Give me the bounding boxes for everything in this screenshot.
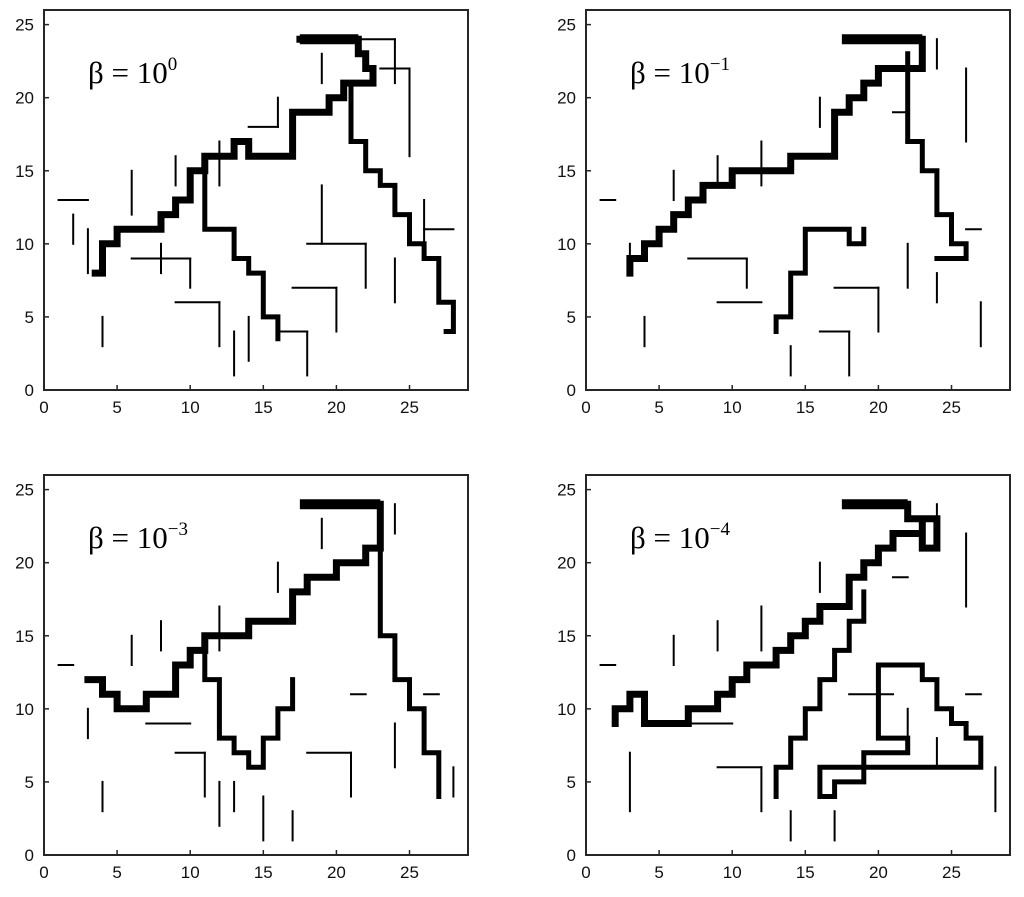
x-tick-label: 25 xyxy=(942,863,961,882)
y-tick-label: 20 xyxy=(557,89,576,108)
panel-label-base: β = 10 xyxy=(630,55,710,90)
branch-path xyxy=(905,51,969,261)
x-tick-label: 15 xyxy=(796,863,815,882)
x-tick-label: 5 xyxy=(112,863,121,882)
branch-path-2 xyxy=(202,168,281,342)
panel-label-base: β = 10 xyxy=(88,520,168,555)
y-tick-label: 15 xyxy=(15,162,34,181)
y-tick-label: 20 xyxy=(557,554,576,573)
x-tick-label: 5 xyxy=(654,863,663,882)
x-tick-label: 20 xyxy=(327,398,346,417)
panel-beta-1e-4: 0 5 10 15 20 25 0 5 10 15 20 25 β = 10−4 xyxy=(557,474,1011,882)
x-tick-label: 0 xyxy=(581,398,590,417)
y-tick-label: 25 xyxy=(557,16,576,35)
x-tick-label: 10 xyxy=(723,863,742,882)
y-tick-label: 10 xyxy=(557,235,576,254)
x-tick-label: 15 xyxy=(254,863,273,882)
x-tick-label: 25 xyxy=(400,863,419,882)
y-tick-label: 20 xyxy=(15,89,34,108)
x-tick-label: 10 xyxy=(723,398,742,417)
x-tick-label: 25 xyxy=(942,398,961,417)
branch-path-2 xyxy=(202,647,296,770)
y-tick-label: 25 xyxy=(557,481,576,500)
x-tick-label: 5 xyxy=(654,398,663,417)
panel-label-exponent: −4 xyxy=(710,519,731,540)
y-tick-label: 20 xyxy=(15,554,34,573)
main-path xyxy=(84,500,384,713)
main-path xyxy=(611,500,941,727)
y-tick-label: 15 xyxy=(557,162,576,181)
branch-path xyxy=(377,545,442,799)
y-tick-label: 10 xyxy=(15,235,34,254)
panel-label: β = 100 xyxy=(88,54,177,90)
panel-label-exponent: −1 xyxy=(710,54,730,75)
panel-label: β = 10−4 xyxy=(630,519,730,555)
branch-path-2 xyxy=(817,662,984,799)
panel-label-exponent: −3 xyxy=(168,519,188,540)
x-tick-label: 15 xyxy=(254,398,273,417)
y-tick-label: 5 xyxy=(25,773,34,792)
y-tick-label: 0 xyxy=(25,381,34,400)
x-tick-label: 20 xyxy=(327,863,346,882)
y-tick-label: 15 xyxy=(15,627,34,646)
y-tick-label: 0 xyxy=(567,381,576,400)
y-tick-label: 5 xyxy=(567,308,576,327)
x-tick-label: 25 xyxy=(400,398,419,417)
y-tick-label: 0 xyxy=(25,846,34,865)
x-tick-label: 0 xyxy=(581,863,590,882)
x-tick-label: 20 xyxy=(869,398,888,417)
x-tick-label: 10 xyxy=(181,863,200,882)
branch-path xyxy=(773,589,867,799)
y-tick-label: 25 xyxy=(15,16,34,35)
y-tick-label: 10 xyxy=(557,700,576,719)
panel-beta-1e-3: 0 5 10 15 20 25 0 5 10 15 20 25 β = 10−3 xyxy=(15,474,469,882)
y-tick-label: 5 xyxy=(25,308,34,327)
x-tick-label: 0 xyxy=(39,398,48,417)
panel-beta-1e-1: 0 5 10 15 20 25 0 5 10 15 20 25 β = 10−1 xyxy=(557,9,1011,417)
panel-label: β = 10−1 xyxy=(630,54,730,90)
branch-path xyxy=(348,80,456,334)
x-tick-label: 10 xyxy=(181,398,200,417)
panel-label-base: β = 10 xyxy=(88,55,168,90)
panel-label-exponent: 0 xyxy=(168,54,178,75)
x-tick-label: 20 xyxy=(869,863,888,882)
y-tick-label: 15 xyxy=(557,627,576,646)
branch-path-2 xyxy=(773,226,867,334)
x-tick-label: 0 xyxy=(39,863,48,882)
panel-label-base: β = 10 xyxy=(630,520,710,555)
panel-label: β = 10−3 xyxy=(88,519,188,555)
main-path xyxy=(626,35,926,277)
plot-frame xyxy=(585,474,1011,856)
y-tick-label: 10 xyxy=(15,700,34,719)
y-tick-label: 5 xyxy=(567,773,576,792)
y-tick-label: 0 xyxy=(567,846,576,865)
x-tick-label: 15 xyxy=(796,398,815,417)
main-path xyxy=(91,35,377,277)
x-tick-label: 5 xyxy=(112,398,121,417)
y-tick-label: 25 xyxy=(15,481,34,500)
